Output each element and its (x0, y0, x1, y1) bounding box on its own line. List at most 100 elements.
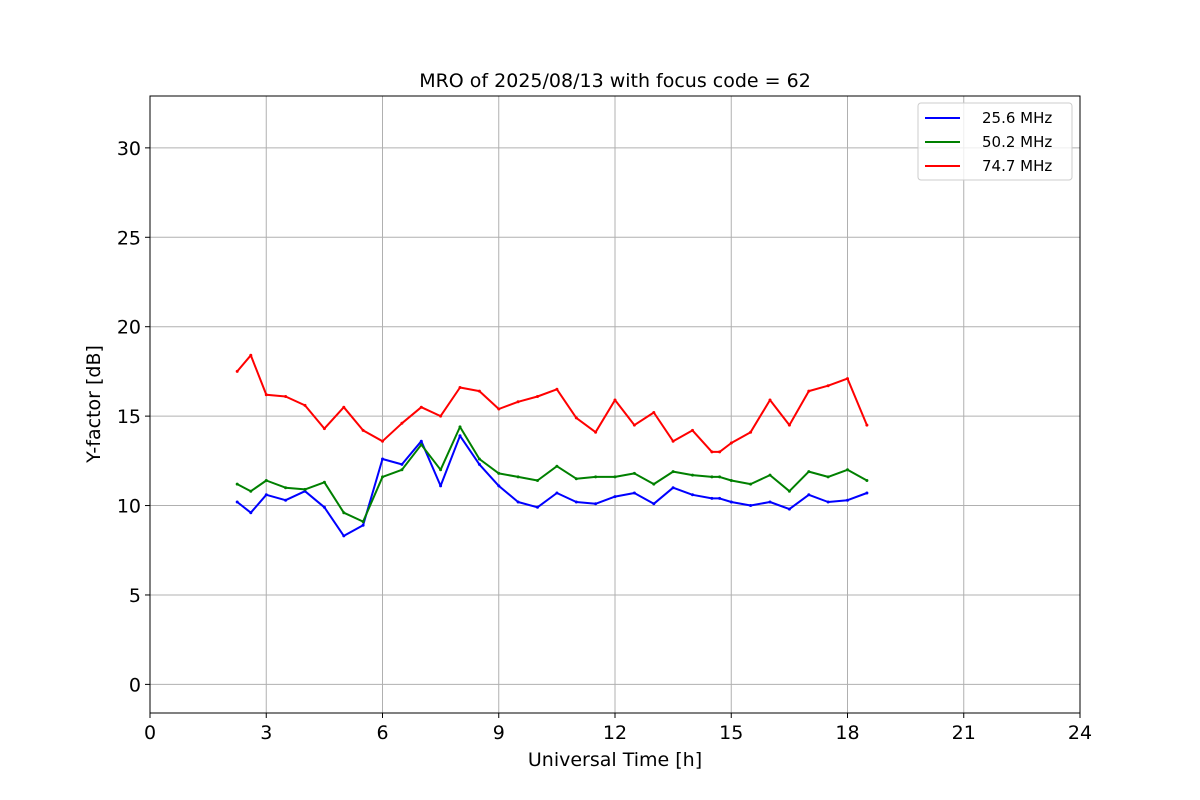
data-point (419, 439, 423, 443)
data-point (361, 520, 365, 524)
data-point (555, 491, 559, 495)
x-axis-label: Universal Time [h] (528, 749, 702, 771)
data-point (865, 479, 869, 482)
data-point (826, 500, 830, 504)
data-point (691, 473, 694, 477)
data-point (516, 475, 520, 479)
data-point (632, 471, 636, 475)
data-point (249, 353, 253, 357)
data-point (284, 486, 288, 490)
data-point (477, 462, 481, 466)
data-point (846, 468, 849, 472)
x-tick-label: 12 (603, 722, 627, 744)
data-point (749, 504, 753, 507)
data-point (826, 384, 830, 388)
data-point (613, 495, 617, 499)
data-point (477, 457, 481, 461)
legend-label: 25.6 MHz (982, 109, 1052, 127)
data-point (342, 511, 346, 515)
data-point (284, 395, 288, 398)
y-axis: 0 5 10 15 20 25 30 (117, 138, 150, 696)
data-point (400, 468, 404, 472)
legend-box (917, 102, 1073, 181)
data-point (322, 505, 326, 509)
data-point (439, 484, 443, 488)
data-point (419, 405, 423, 409)
data-point (671, 486, 675, 490)
data-point (787, 507, 791, 511)
data-point (381, 439, 384, 443)
data-point (632, 423, 636, 427)
y-tick-label: 25 (117, 227, 141, 249)
series-0 (235, 434, 869, 538)
data-point (787, 489, 791, 493)
data-point (718, 450, 722, 454)
data-point (807, 470, 811, 474)
y-tick-label: 15 (117, 406, 141, 428)
data-point (497, 471, 501, 475)
data-point (322, 480, 326, 484)
data-point (342, 534, 346, 538)
data-point (458, 425, 462, 429)
data-point (807, 389, 811, 393)
data-point (865, 423, 869, 427)
data-point (419, 443, 423, 447)
data-point (671, 439, 675, 443)
data-point (264, 393, 268, 397)
data-point (768, 473, 772, 477)
data-point (400, 421, 404, 425)
data-point (710, 496, 714, 500)
data-point (729, 500, 733, 504)
data-point (477, 389, 481, 393)
y-tick-label: 30 (117, 138, 141, 160)
series-2 (235, 353, 869, 454)
data-point (718, 496, 722, 500)
x-axis: 0 3 6 9 12 15 18 21 24 (144, 713, 1092, 744)
x-tick-label: 21 (952, 722, 976, 744)
x-tick-label: 18 (835, 722, 859, 744)
data-point (652, 411, 656, 414)
data-point (826, 475, 830, 479)
data-point (594, 502, 598, 506)
x-tick-label: 6 (376, 722, 388, 744)
data-point (458, 434, 462, 438)
x-tick-label: 3 (260, 722, 272, 744)
data-point (594, 430, 598, 434)
legend: 25.6 MHz 50.2 MHz 74.7 MHz (917, 102, 1073, 181)
x-tick-label: 0 (144, 722, 156, 744)
data-point (303, 403, 307, 407)
x-tick-label: 15 (719, 722, 743, 744)
data-point (303, 487, 307, 491)
data-point (632, 491, 636, 495)
plot-area (235, 353, 869, 538)
data-point (439, 414, 443, 418)
data-point (536, 505, 539, 509)
data-point (846, 498, 849, 502)
data-point (400, 462, 404, 466)
data-point (710, 450, 714, 454)
data-point (749, 482, 753, 486)
data-point (652, 482, 656, 486)
data-point (342, 405, 346, 409)
data-point (381, 457, 384, 461)
data-point (361, 428, 365, 432)
data-point (497, 484, 501, 488)
data-point (807, 493, 811, 497)
legend-label: 74.7 MHz (982, 157, 1052, 175)
data-point (594, 475, 598, 479)
data-point (235, 500, 239, 504)
y-tick-label: 10 (117, 496, 141, 518)
data-point (671, 470, 675, 474)
y-axis-label: Y-factor [dB] (83, 345, 105, 464)
y-tick-label: 20 (117, 317, 141, 339)
data-point (264, 479, 268, 482)
data-point (652, 502, 656, 506)
y-tick-label: 0 (129, 674, 141, 696)
data-point (613, 398, 617, 402)
data-point (768, 500, 772, 504)
data-point (361, 523, 365, 527)
data-point (439, 468, 443, 472)
legend-label: 50.2 MHz (982, 133, 1052, 151)
data-point (787, 423, 791, 427)
